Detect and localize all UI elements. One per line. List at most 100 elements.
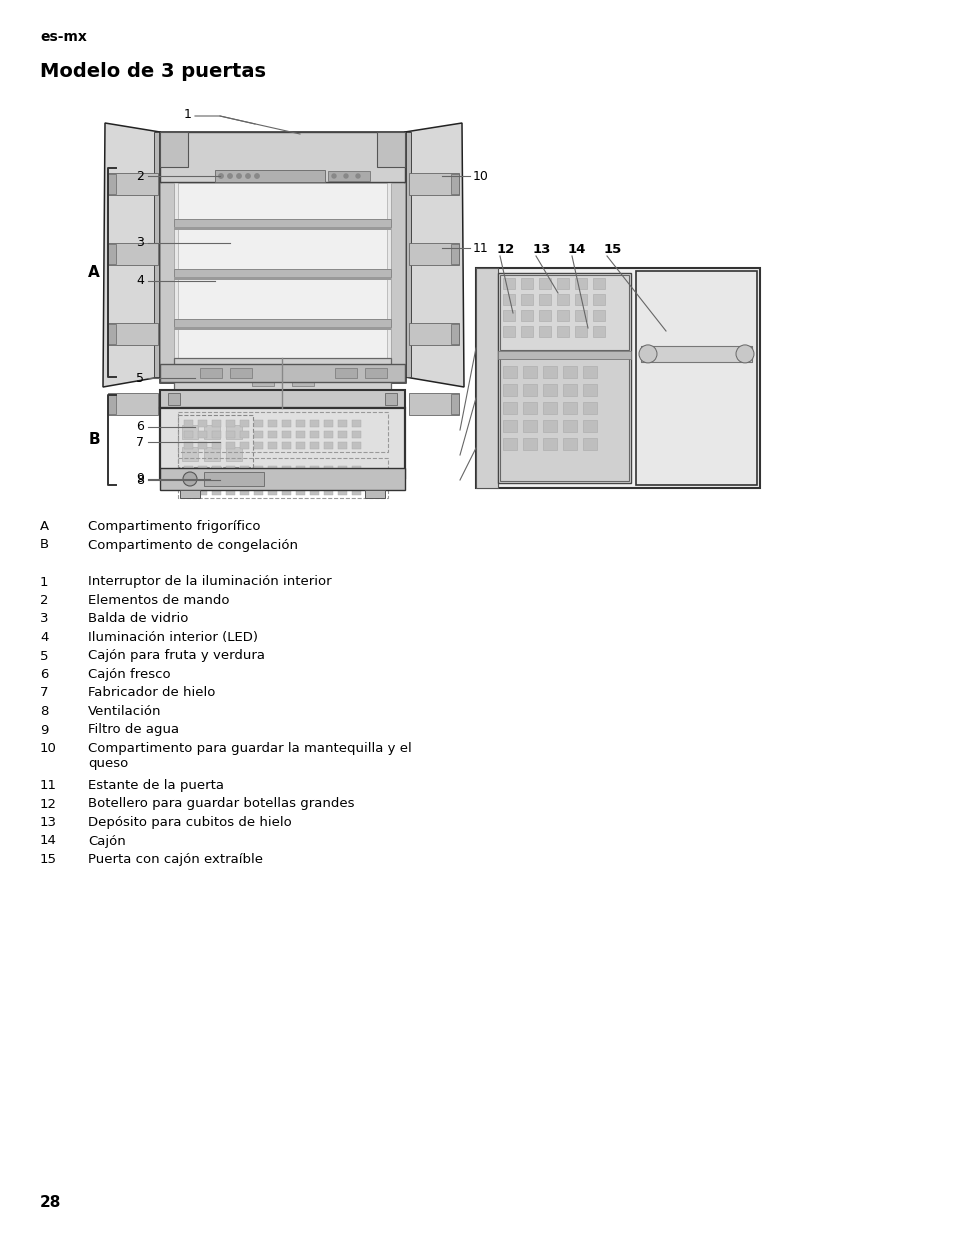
Bar <box>562 384 577 396</box>
Bar <box>178 412 388 452</box>
Bar <box>153 132 160 377</box>
Text: 7: 7 <box>40 687 49 699</box>
Text: 10: 10 <box>40 742 57 755</box>
Bar <box>310 488 318 495</box>
Bar <box>562 438 577 450</box>
Bar <box>204 425 220 438</box>
Text: 8: 8 <box>136 473 144 487</box>
Bar <box>593 310 604 321</box>
Bar <box>337 488 347 495</box>
Text: 6: 6 <box>40 668 49 680</box>
Bar <box>282 431 291 438</box>
Bar <box>542 403 557 414</box>
Bar <box>173 319 391 327</box>
Bar <box>173 219 391 227</box>
Bar <box>582 438 597 450</box>
Bar <box>160 132 405 382</box>
Bar <box>324 431 333 438</box>
Bar <box>582 366 597 378</box>
Bar <box>557 294 568 305</box>
Circle shape <box>254 174 259 178</box>
Bar <box>295 488 305 495</box>
Bar <box>324 477 333 484</box>
Bar <box>212 431 221 438</box>
Bar <box>173 416 391 438</box>
Bar <box>282 420 291 427</box>
Text: 11: 11 <box>473 242 488 254</box>
Circle shape <box>344 174 348 178</box>
Bar <box>582 384 597 396</box>
Bar <box>253 431 263 438</box>
Polygon shape <box>103 124 160 387</box>
Bar <box>268 488 276 495</box>
Bar <box>108 324 116 345</box>
Bar <box>376 132 405 167</box>
Bar <box>253 442 263 450</box>
Bar <box>226 477 234 484</box>
Bar <box>212 442 221 450</box>
Bar <box>198 488 207 495</box>
Text: 12: 12 <box>40 798 57 810</box>
Bar <box>295 466 305 473</box>
Bar <box>522 366 537 378</box>
Bar <box>310 420 318 427</box>
Bar <box>476 268 497 488</box>
Bar <box>253 488 263 495</box>
Text: 8: 8 <box>40 705 49 718</box>
Text: Cajón fresco: Cajón fresco <box>88 668 171 680</box>
Bar <box>337 442 347 450</box>
Bar <box>200 368 222 378</box>
Text: 4: 4 <box>136 274 144 288</box>
Text: Compartimento de congelación: Compartimento de congelación <box>88 538 297 552</box>
Text: 5: 5 <box>40 650 49 662</box>
Bar <box>476 268 760 488</box>
Bar <box>184 442 193 450</box>
Bar <box>352 488 360 495</box>
Text: Ventilación: Ventilación <box>88 705 161 718</box>
Bar <box>352 431 360 438</box>
Bar <box>212 477 221 484</box>
Bar <box>184 488 193 495</box>
Bar <box>108 173 158 195</box>
Bar <box>557 310 568 321</box>
Bar <box>451 245 458 264</box>
Text: 2: 2 <box>136 169 144 183</box>
Bar <box>160 408 405 478</box>
Bar <box>214 170 325 182</box>
Text: 14: 14 <box>567 243 586 256</box>
Bar <box>582 403 597 414</box>
Bar <box>226 420 234 427</box>
Bar <box>173 358 391 408</box>
Bar <box>337 431 347 438</box>
Bar <box>240 466 249 473</box>
Text: 13: 13 <box>40 816 57 829</box>
Bar <box>108 174 116 194</box>
Bar <box>542 384 557 396</box>
Bar <box>575 310 586 321</box>
Bar <box>522 384 537 396</box>
Circle shape <box>246 174 250 178</box>
Bar <box>562 420 577 432</box>
Circle shape <box>228 174 232 178</box>
Bar <box>230 368 252 378</box>
Bar <box>324 442 333 450</box>
Bar <box>405 132 411 377</box>
Text: 5: 5 <box>136 372 144 384</box>
Text: 1: 1 <box>184 109 192 121</box>
Text: Cajón: Cajón <box>88 835 126 847</box>
Bar <box>180 490 200 498</box>
Bar <box>497 351 630 359</box>
Text: Estante de la puerta: Estante de la puerta <box>88 779 224 792</box>
Text: 12: 12 <box>497 243 515 256</box>
Text: 3: 3 <box>136 236 144 249</box>
Text: Botellero para guardar botellas grandes: Botellero para guardar botellas grandes <box>88 798 355 810</box>
Bar <box>160 132 405 182</box>
Text: Balda de vidrio: Balda de vidrio <box>88 613 188 625</box>
Bar <box>108 243 158 266</box>
Bar <box>335 368 356 378</box>
Circle shape <box>183 472 196 487</box>
Bar <box>575 294 586 305</box>
Bar <box>168 393 180 405</box>
Bar <box>184 466 193 473</box>
Text: 15: 15 <box>603 243 621 256</box>
